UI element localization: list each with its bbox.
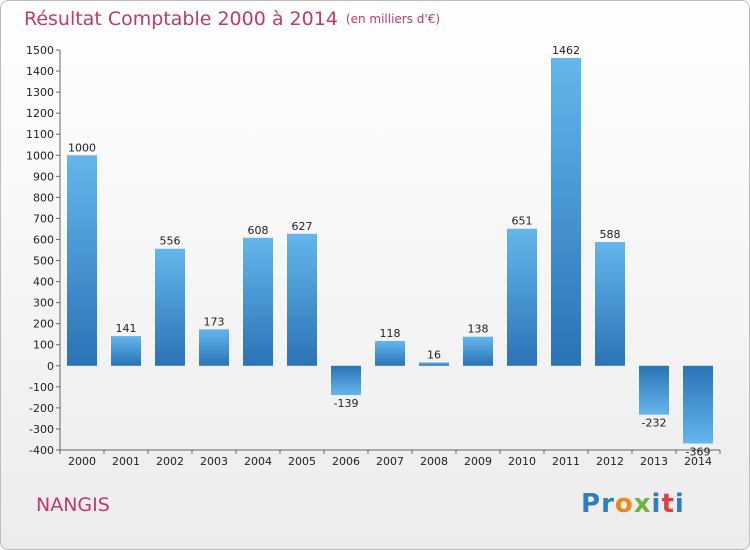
- x-tick-label: 2004: [244, 455, 272, 468]
- title-text: Résultat Comptable 2000 à 2014: [24, 8, 338, 30]
- logo-letter: x: [633, 489, 652, 519]
- data-label: 138: [468, 323, 489, 336]
- y-tick-label: 0: [47, 360, 54, 373]
- bar-2012: [595, 242, 625, 366]
- bar-2002: [155, 248, 185, 366]
- logo-letter: t: [661, 489, 675, 519]
- data-label: 173: [204, 315, 225, 328]
- chart-title: Résultat Comptable 2000 à 2014 (en millie…: [24, 8, 440, 30]
- data-label: 1462: [552, 44, 580, 57]
- logo-letter: i: [674, 489, 685, 519]
- y-tick-label: -400: [29, 444, 54, 457]
- logo-letter: P: [581, 489, 602, 519]
- x-tick-label: 2001: [112, 455, 140, 468]
- y-tick-label: 600: [33, 233, 54, 246]
- bar-2014: [683, 365, 713, 444]
- bars: [67, 58, 713, 444]
- bar-2007: [375, 340, 405, 366]
- data-label: 627: [292, 220, 313, 233]
- x-tick-label: 2008: [420, 455, 448, 468]
- data-label: 556: [160, 235, 181, 248]
- bar-2003: [199, 329, 229, 366]
- y-tick-label: 1200: [26, 107, 54, 120]
- y-tick-label: 1500: [26, 44, 54, 57]
- y-tick-label: 800: [33, 191, 54, 204]
- x-tick-label: 2002: [156, 455, 184, 468]
- data-labels: 1000 141 556 173 608 627 -139 118 16 138 651 1462 58…: [68, 44, 710, 458]
- bar-2006: [331, 365, 361, 396]
- data-label: -232: [642, 417, 667, 430]
- bar-2005: [287, 233, 317, 366]
- bar-2009: [463, 336, 493, 366]
- data-label: 588: [600, 228, 621, 241]
- logo-letter: r: [601, 489, 615, 519]
- y-tick-label: -100: [29, 381, 54, 394]
- y-tick-label: 1400: [26, 65, 54, 78]
- bar-2010: [507, 228, 537, 366]
- x-tick-label: 2011: [552, 455, 580, 468]
- bar-2008: [419, 362, 449, 366]
- x-tick-label: 2013: [640, 455, 668, 468]
- x-tick-label: 2003: [200, 455, 228, 468]
- data-label: 1000: [68, 141, 96, 154]
- y-tick-label: 100: [33, 339, 54, 352]
- x-tick-label: 2010: [508, 455, 536, 468]
- data-label: 608: [248, 224, 269, 237]
- y-tick-label: 900: [33, 170, 54, 183]
- bar-2000: [67, 155, 97, 366]
- y-tick-label: 300: [33, 297, 54, 310]
- y-tick-label: 400: [33, 276, 54, 289]
- data-label: 118: [380, 327, 401, 340]
- bar-2004: [243, 237, 273, 366]
- x-tick-label: 2014: [684, 455, 712, 468]
- x-tick-label: 2012: [596, 455, 624, 468]
- y-tick-label: 200: [33, 318, 54, 331]
- logo-letter: i: [651, 489, 662, 519]
- x-tick-label: 2000: [68, 455, 96, 468]
- data-label: -139: [334, 397, 359, 410]
- city-name: NANGIS: [36, 494, 110, 516]
- bar-2001: [111, 336, 141, 366]
- data-label: 16: [427, 348, 441, 361]
- bar-2011: [551, 58, 581, 366]
- y-tick-label: -200: [29, 402, 54, 415]
- data-label: -369: [686, 445, 711, 458]
- axes: -400 -300 -200 -100 0 100 200 300 400 500 600 700 80…: [26, 44, 721, 468]
- y-tick-label: 1300: [26, 86, 54, 99]
- y-tick-label: 500: [33, 255, 54, 268]
- y-tick-label: 1000: [26, 149, 54, 162]
- bar-2013: [639, 365, 669, 415]
- x-tick-label: 2007: [376, 455, 404, 468]
- y-tick-label: -300: [29, 423, 54, 436]
- y-tick-label: 700: [33, 212, 54, 225]
- x-tick-label: 2005: [288, 455, 316, 468]
- data-label: 651: [512, 215, 533, 228]
- data-label: 141: [116, 322, 137, 335]
- x-tick-label: 2009: [464, 455, 492, 468]
- unit-label: (en milliers d'€): [345, 12, 441, 26]
- x-tick-label: 2006: [332, 455, 360, 468]
- y-tick-label: 1100: [26, 128, 54, 141]
- proxiti-logo: Proxiti: [581, 489, 685, 519]
- logo-letter: o: [614, 489, 634, 519]
